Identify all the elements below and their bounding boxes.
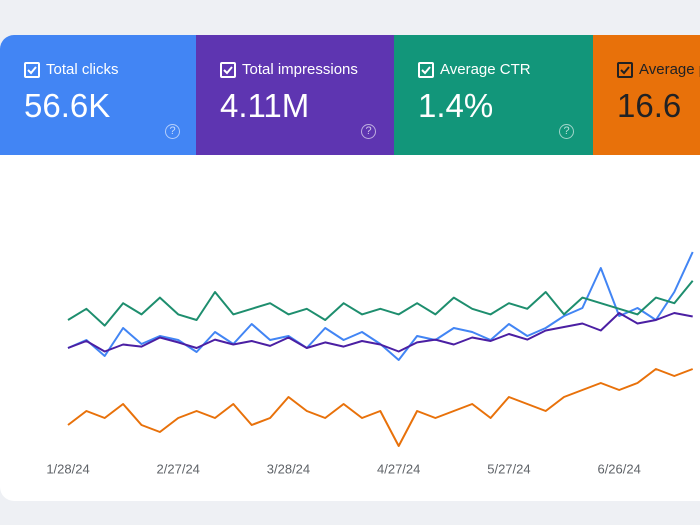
series-line	[67, 280, 694, 327]
x-tick-label: 5/27/24	[487, 461, 530, 476]
x-tick-label: 6/26/24	[597, 461, 640, 476]
metric-label: Total impressions	[242, 61, 358, 78]
metric-label: Total clicks	[46, 61, 119, 78]
checkbox[interactable]	[617, 62, 633, 78]
series-line	[67, 368, 694, 447]
metric-card[interactable]: Total impressions 4.11M?	[196, 35, 394, 155]
metric-label: Average position	[639, 61, 700, 78]
chart: 1/28/24 2/27/24 3/28/24 4/27/24 5/27/24 6/26/…	[46, 251, 694, 476]
x-tick-label: 4/27/24	[377, 461, 420, 476]
metric-value: 1.4%	[418, 87, 494, 124]
metric-value: 16.6	[617, 87, 682, 124]
checkbox[interactable]	[220, 62, 236, 78]
metric-card[interactable]: Total clicks 56.6K?	[0, 35, 196, 155]
help-icon[interactable]: ?	[361, 124, 376, 139]
metric-label: Average CTR	[440, 61, 531, 78]
help-icon[interactable]: ?	[559, 124, 574, 139]
series-line	[67, 312, 693, 353]
metric-card[interactable]: Average CTR 1.4%?	[394, 35, 593, 155]
x-tick-label: 2/27/24	[157, 461, 200, 476]
x-tick-label: 1/28/24	[46, 461, 89, 476]
metric-value: 4.11M	[220, 87, 310, 124]
checkbox[interactable]	[418, 62, 434, 78]
metric-value: 56.6K	[24, 87, 111, 124]
performance-panel: 1/28/24 2/27/24 3/28/24 4/27/24 5/27/24 6/26/…	[0, 35, 700, 501]
help-icon[interactable]: ?	[165, 124, 180, 139]
x-tick-label: 3/28/24	[267, 461, 310, 476]
checkbox[interactable]	[24, 62, 40, 78]
metric-card[interactable]: Average position 16.6	[593, 35, 700, 155]
